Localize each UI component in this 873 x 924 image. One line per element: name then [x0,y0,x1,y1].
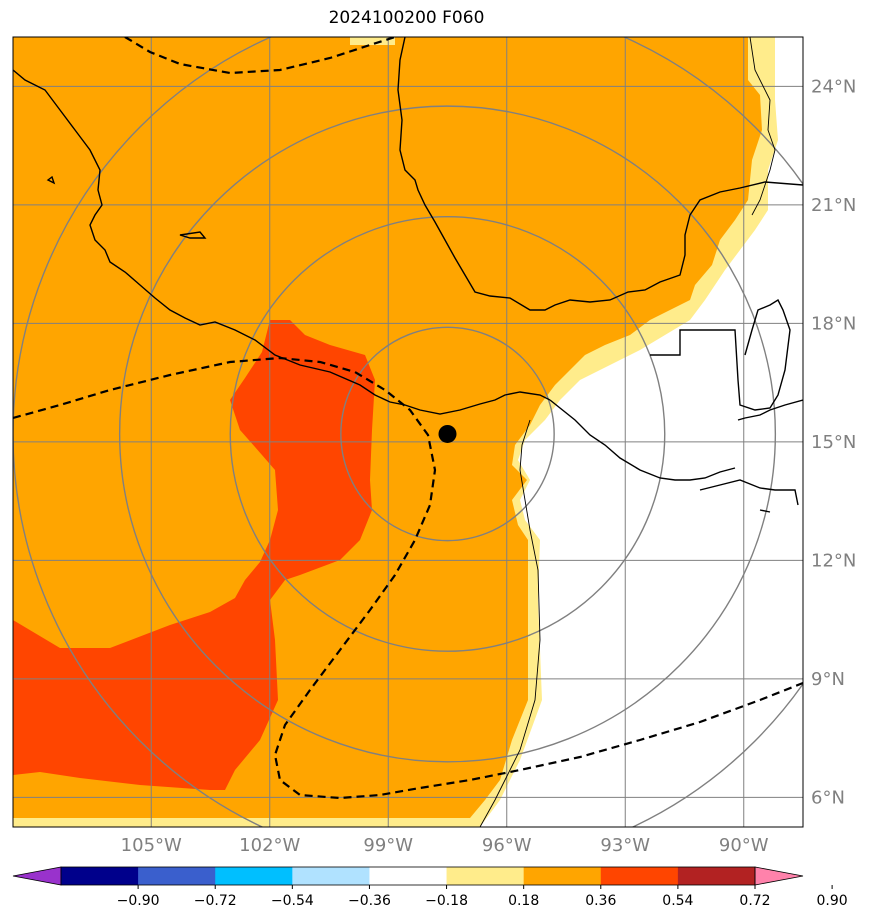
map-area [13,37,803,827]
lon-label: 102°W [239,835,300,856]
lon-label: 90°W [719,835,769,856]
colorbar-tick-label: 0.36 [585,893,616,909]
lat-label: 18°N [811,313,856,334]
longitude-gridlines [150,37,745,827]
latitude-labels: 6°N 9°N 12°N 15°N 18°N 21°N 24°N [811,76,856,808]
storm-center-marker [438,424,457,443]
field-0.54-0.72 [13,320,375,790]
range-ring [118,105,777,763]
lat-label: 24°N [811,76,856,97]
dashed-contours [13,37,803,800]
lon-label: 99°W [363,835,413,856]
lat-label: 6°N [811,787,845,808]
colorbar-segment [523,867,602,885]
range-ring [229,216,666,652]
colorbar-segment [61,867,139,885]
colorbar-tick-label: −0.18 [425,893,468,909]
colorbar-segment [446,867,525,885]
lon-label: 93°W [600,835,650,856]
lat-label: 12°N [811,550,856,571]
coastlines [13,37,803,513]
colorbar-extend-min [12,866,62,886]
colorbar-labels: −0.90 −0.72 −0.54 −0.36 −0.18 0.18 0.36 0.54 0.7… [117,885,848,909]
colorbar-tick-label: −0.54 [271,893,314,909]
range-ring [340,326,555,542]
shoreline-thin [479,37,776,827]
longitude-labels: 105°W 102°W 99°W 96°W 93°W 90°W [121,835,769,856]
colorbar-extend-max [754,866,804,886]
lon-label: 105°W [121,835,182,856]
colorbar-segment [215,867,293,885]
colorbar-tick-label: 0.18 [508,893,539,909]
lon-label: 96°W [482,835,532,856]
range-rings [13,37,803,827]
colorbar-segment [600,867,679,885]
colorbar-tick-label: 0.54 [662,893,693,909]
lat-label: 15°N [811,432,856,453]
map-frame [12,36,804,828]
colorbar [12,866,804,886]
colorbar-segment [677,867,756,885]
map-title: 2024100200 F060 [328,8,485,28]
colorbar-tick-label: −0.90 [117,893,160,909]
colorbar-segment [369,867,448,885]
colorbar-outline [60,866,756,886]
colorbar-tick-label: 0.90 [817,893,848,909]
colorbar-tick-label: 0.72 [739,893,770,909]
colorbar-tick-label: −0.72 [194,893,237,909]
lat-label: 21°N [811,195,856,216]
lat-label: 9°N [811,669,845,690]
colorbar-tick-label: −0.36 [348,893,391,909]
colorbar-segment [138,867,216,885]
colorbar-segment [292,867,370,885]
